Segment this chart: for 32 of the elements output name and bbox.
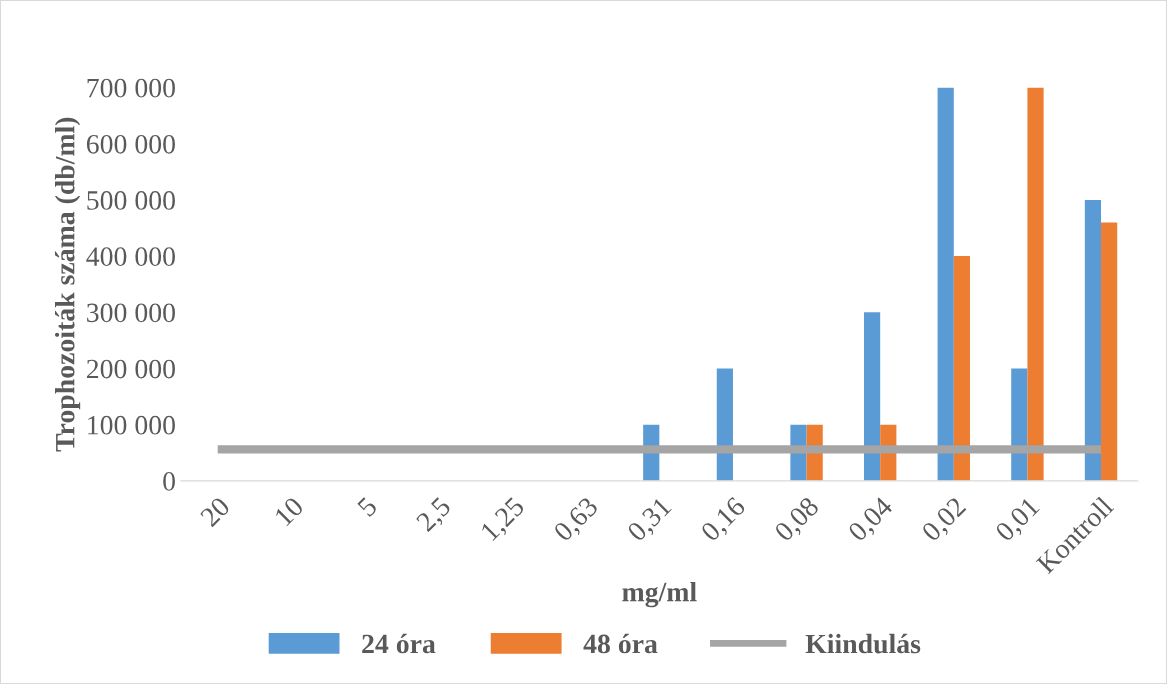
bar <box>1084 199 1102 481</box>
bar <box>716 368 733 481</box>
y-axis-title: Trophozoiták száma (db/ml) <box>54 117 81 452</box>
x-tick-label: 0,04 <box>847 495 897 546</box>
y-tick-label: 100 000 <box>88 415 175 435</box>
bar <box>1011 368 1028 481</box>
legend-label: Kiindulás <box>805 633 921 654</box>
y-tick-label: 400 000 <box>86 247 175 267</box>
x-tick-label: 10 <box>273 496 305 527</box>
x-tick-label: 0,02 <box>920 496 970 546</box>
legend-label: 24 óra <box>362 633 436 654</box>
bar <box>1027 87 1044 481</box>
y-tick-label: 600 000 <box>86 134 175 154</box>
x-tick-label: 0,16 <box>699 495 750 546</box>
x-tick-label: 0,63 <box>552 496 602 546</box>
y-tick-label: 0 <box>163 472 175 491</box>
legend-label: 48 óra <box>583 633 658 654</box>
x-tick-label: 20 <box>199 496 231 528</box>
bar <box>937 87 954 481</box>
x-tick-label: 5 <box>357 496 378 518</box>
x-tick-label: 2,5 <box>415 496 455 536</box>
y-tick-label: 500 000 <box>87 191 175 210</box>
x-tick-label: 1,25 <box>480 496 529 545</box>
x-axis-title: mg/ml <box>622 581 697 608</box>
y-tick-label: 200 000 <box>86 359 175 379</box>
y-tick-label: 300 000 <box>87 303 175 323</box>
bar <box>953 256 970 481</box>
x-tick-label: 0,31 <box>626 496 675 546</box>
bar <box>863 312 881 481</box>
y-tick-label: 700 000 <box>87 78 175 98</box>
x-tick-label: 0,08 <box>773 496 823 546</box>
bar <box>1101 222 1118 481</box>
